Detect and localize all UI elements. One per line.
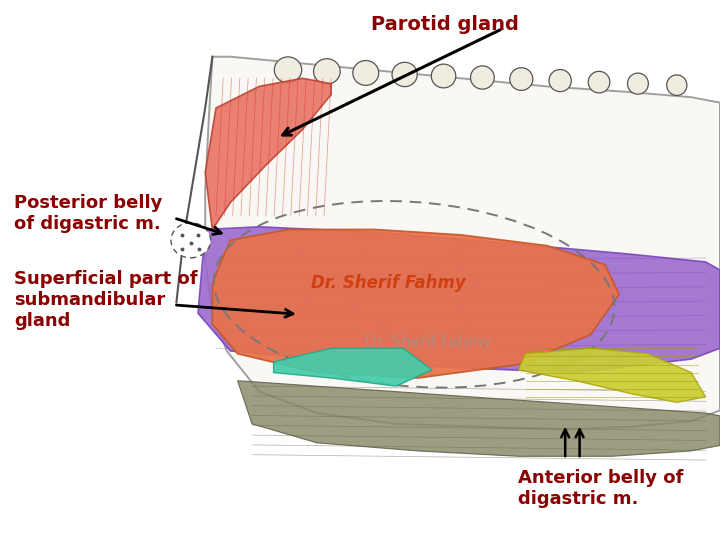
- Text: Dr. Sherif Fahmy: Dr. Sherif Fahmy: [312, 274, 466, 293]
- Polygon shape: [518, 348, 706, 402]
- Polygon shape: [212, 230, 619, 378]
- Text: Dr. Sherif Fahmy: Dr. Sherif Fahmy: [365, 335, 492, 350]
- Ellipse shape: [314, 59, 340, 84]
- Ellipse shape: [588, 71, 610, 93]
- Ellipse shape: [627, 73, 649, 94]
- Polygon shape: [205, 78, 331, 230]
- Ellipse shape: [392, 62, 418, 86]
- Ellipse shape: [667, 75, 687, 96]
- Text: Posterior belly
of digastric m.: Posterior belly of digastric m.: [14, 194, 163, 233]
- Ellipse shape: [510, 68, 533, 90]
- Text: Parotid gland: Parotid gland: [371, 15, 518, 34]
- Polygon shape: [198, 227, 720, 373]
- Ellipse shape: [431, 64, 456, 88]
- Ellipse shape: [471, 66, 494, 89]
- Ellipse shape: [274, 57, 302, 83]
- Polygon shape: [238, 381, 720, 456]
- Text: Superficial part of
submandibular
gland: Superficial part of submandibular gland: [14, 270, 198, 329]
- Polygon shape: [205, 57, 720, 429]
- Polygon shape: [274, 348, 432, 386]
- Ellipse shape: [353, 60, 379, 85]
- Ellipse shape: [171, 222, 211, 258]
- Text: Anterior belly of
digastric m.: Anterior belly of digastric m.: [518, 469, 684, 508]
- Ellipse shape: [549, 70, 572, 92]
